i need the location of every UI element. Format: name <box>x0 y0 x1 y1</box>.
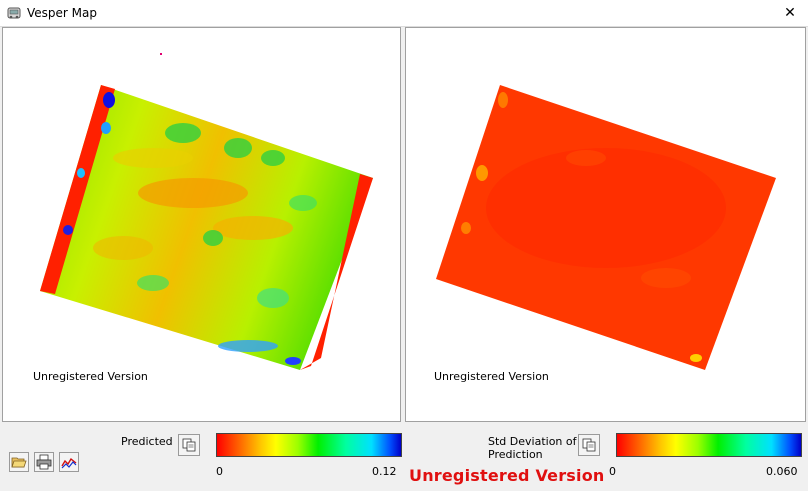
print-button[interactable] <box>34 452 54 472</box>
predicted-color-scale <box>216 433 402 457</box>
std-label-line2: Prediction <box>488 448 543 461</box>
std-label-line1: Std Deviation of <box>488 435 577 448</box>
field-edge-left <box>40 85 115 294</box>
title-bar: Vesper Map ✕ <box>0 0 808 27</box>
open-button[interactable] <box>9 452 29 472</box>
predicted-map-panel[interactable]: Unregistered Version <box>2 27 401 422</box>
graph-icon <box>61 457 77 469</box>
std-deviation-map <box>436 85 776 370</box>
copy-icon <box>582 438 596 452</box>
open-folder-icon <box>11 457 27 468</box>
copy-predicted-button[interactable] <box>178 434 200 456</box>
std-max: 0.060 <box>766 465 798 478</box>
predicted-min: 0 <box>216 465 223 478</box>
graph-button[interactable] <box>59 452 79 472</box>
field-edge-right <box>300 174 373 370</box>
left-watermark: Unregistered Version <box>33 370 148 383</box>
std-deviation-map-panel[interactable]: Unregistered Version <box>405 27 806 422</box>
window-title: Vesper Map <box>27 6 97 20</box>
copy-std-button[interactable] <box>578 434 600 456</box>
print-icon <box>36 454 52 470</box>
unregistered-banner: Unregistered Version <box>409 466 605 485</box>
app-icon <box>7 7 21 19</box>
close-button[interactable]: ✕ <box>784 5 796 21</box>
right-watermark: Unregistered Version <box>434 370 549 383</box>
copy-icon <box>182 438 196 452</box>
std-min: 0 <box>609 465 616 478</box>
predicted-max: 0.12 <box>372 465 397 478</box>
predicted-label: Predicted <box>121 435 173 448</box>
predicted-map <box>40 53 373 370</box>
std-color-scale <box>616 433 802 457</box>
